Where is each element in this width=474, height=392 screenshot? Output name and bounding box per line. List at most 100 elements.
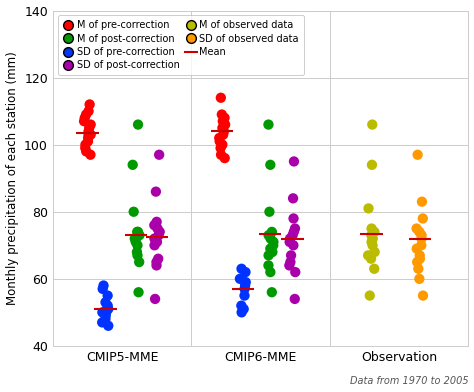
Point	[418, 232, 425, 238]
Point	[87, 122, 94, 128]
Point	[418, 242, 425, 249]
Point	[365, 252, 372, 258]
Point	[104, 292, 111, 299]
Point	[219, 125, 226, 131]
Point	[153, 259, 160, 265]
Point	[371, 266, 378, 272]
Point	[132, 239, 139, 245]
Point	[413, 259, 421, 265]
Point	[219, 118, 227, 124]
Point	[269, 249, 276, 255]
Point	[86, 101, 93, 107]
Point	[366, 292, 374, 299]
Point	[418, 236, 425, 242]
Point	[218, 111, 226, 118]
Point	[242, 279, 249, 285]
Point	[101, 316, 109, 322]
Point	[129, 162, 137, 168]
Point	[240, 306, 247, 312]
Point	[416, 252, 423, 258]
Point	[102, 312, 109, 319]
Point	[413, 225, 420, 232]
Point	[102, 309, 110, 316]
Point	[237, 303, 245, 309]
Point	[416, 256, 424, 262]
Point	[80, 118, 88, 124]
Point	[133, 229, 141, 235]
Point	[416, 229, 423, 235]
Point	[287, 259, 294, 265]
Point	[290, 242, 297, 249]
Y-axis label: Monthly precipitation of each station (mm): Monthly precipitation of each station (m…	[6, 51, 18, 305]
Point	[99, 319, 106, 325]
Point	[156, 229, 164, 235]
Point	[134, 252, 141, 258]
Point	[104, 306, 112, 312]
Point	[87, 131, 94, 138]
Point	[217, 145, 224, 151]
Point	[130, 209, 137, 215]
Point	[151, 296, 159, 302]
Point	[151, 236, 158, 242]
Point	[290, 229, 298, 235]
Point	[134, 232, 141, 238]
Point	[82, 142, 89, 148]
Point	[266, 245, 274, 252]
Point	[155, 232, 163, 238]
Point	[217, 94, 225, 101]
Point	[151, 242, 158, 249]
Point	[242, 269, 249, 275]
Point	[134, 229, 142, 235]
Point	[152, 189, 160, 195]
Point	[269, 242, 277, 249]
Point	[415, 266, 422, 272]
Point	[237, 266, 245, 272]
Point	[155, 152, 163, 158]
Point	[133, 249, 141, 255]
Point	[368, 162, 376, 168]
Point	[266, 162, 274, 168]
Point	[100, 282, 107, 289]
Point	[132, 236, 139, 242]
Point	[104, 303, 111, 309]
Point	[368, 239, 375, 245]
Point	[219, 131, 227, 138]
Point	[286, 239, 293, 245]
Point	[82, 111, 90, 118]
Point	[151, 222, 158, 228]
Point	[419, 215, 427, 221]
Point	[289, 195, 297, 201]
Point	[136, 259, 143, 265]
Point	[371, 229, 378, 235]
Point	[241, 292, 248, 299]
Point	[365, 205, 372, 212]
Point	[134, 242, 141, 249]
Point	[155, 256, 162, 262]
Point	[292, 269, 299, 275]
Point	[216, 135, 223, 141]
Point	[221, 122, 229, 128]
Point	[104, 323, 112, 329]
Point	[154, 225, 161, 232]
Point	[419, 292, 427, 299]
Point	[221, 115, 228, 121]
Point	[153, 262, 160, 269]
Text: Data from 1970 to 2005: Data from 1970 to 2005	[350, 376, 468, 387]
Point	[266, 269, 274, 275]
Point	[268, 229, 276, 235]
Point	[87, 152, 94, 158]
Point	[418, 199, 426, 205]
Point	[134, 122, 142, 128]
Point	[285, 262, 293, 269]
Point	[85, 131, 92, 138]
Point	[264, 262, 272, 269]
Point	[289, 232, 296, 238]
Point	[136, 232, 143, 238]
Legend: M of pre-correction, M of post-correction, SD of pre-correction, SD of post-corr: M of pre-correction, M of post-correctio…	[58, 15, 304, 75]
Point	[291, 225, 299, 232]
Point	[131, 236, 138, 242]
Point	[368, 232, 375, 238]
Point	[287, 252, 295, 258]
Point	[82, 145, 89, 151]
Point	[221, 155, 228, 161]
